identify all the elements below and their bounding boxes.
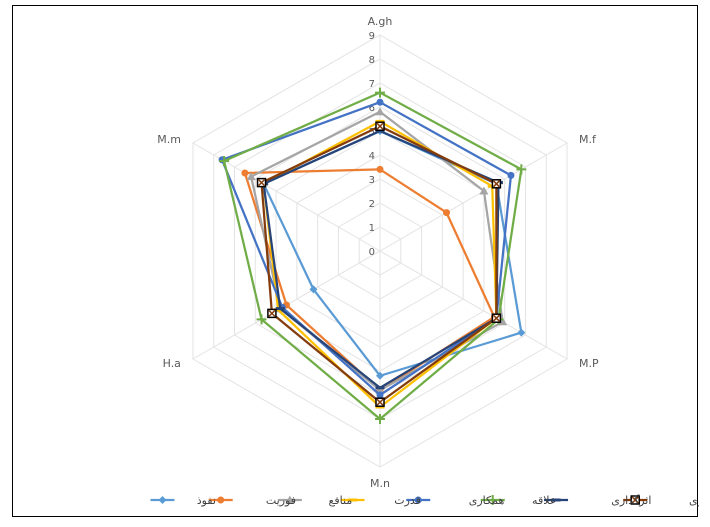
data-point — [375, 386, 385, 390]
data-point — [491, 179, 502, 189]
data-point — [256, 314, 267, 325]
legend-item: منافع — [277, 494, 353, 507]
tick-label: 4 — [369, 151, 375, 162]
axis-label-a-gh: A.gh — [368, 15, 393, 28]
data-point — [375, 87, 385, 98]
data-point — [376, 371, 384, 380]
data-point — [275, 307, 285, 311]
marker-cross — [492, 180, 500, 188]
legend-marker — [414, 496, 422, 504]
marker-cross — [376, 122, 384, 130]
data-point — [375, 119, 385, 123]
legend-item: فوریت — [208, 494, 296, 507]
data-point — [375, 121, 385, 131]
data-point — [375, 129, 385, 133]
radial-tick-labels: 0 1 2 3 4 5 6 7 8 9 — [369, 31, 375, 258]
data-point — [375, 414, 385, 424]
legend-item: اثرپذیری — [623, 494, 699, 507]
marker-cross — [257, 179, 266, 187]
data-point — [241, 169, 249, 177]
legend-item: همکاری — [406, 494, 504, 507]
legend-item: نفوذ — [150, 494, 216, 507]
legend-label: علاقه — [532, 494, 556, 507]
tick-label: 9 — [369, 31, 375, 42]
marker-cross — [268, 309, 276, 317]
tick-label: 6 — [369, 103, 375, 114]
data-point — [376, 165, 384, 173]
data-point — [375, 405, 385, 409]
legend-label: اثرپذیری — [689, 494, 699, 507]
legend-marker — [487, 495, 498, 505]
data-point — [256, 177, 267, 188]
series-layer — [218, 87, 527, 424]
data-point — [219, 156, 230, 166]
data-point — [375, 107, 385, 116]
data-point — [498, 317, 508, 326]
data-point — [267, 308, 277, 319]
legend-marker — [217, 496, 225, 504]
legend-label: منافع — [329, 494, 353, 507]
axis-label-m-n: M.n — [370, 477, 390, 490]
legend-item: قدرت — [340, 494, 421, 507]
grid-spoke-2 — [379, 250, 568, 360]
tick-label: 5 — [369, 127, 375, 138]
data-point — [376, 98, 384, 106]
tick-label: 8 — [369, 55, 375, 66]
legend-marker — [285, 495, 295, 504]
data-point — [376, 391, 384, 399]
legend-label: نفوذ — [197, 494, 216, 507]
legend-label: قدرت — [394, 494, 421, 507]
marker-cross — [376, 398, 384, 406]
axis-labels: A.gh M.f M.P M.n H.a M.m — [157, 15, 599, 490]
tick-label: 2 — [369, 199, 375, 210]
data-point — [517, 328, 526, 337]
legend-label: فوریت — [266, 494, 296, 507]
tick-label: 1 — [369, 223, 375, 234]
tick-label: 7 — [369, 79, 375, 90]
data-point — [246, 172, 256, 181]
axis-label-m-p: M.P — [579, 357, 599, 370]
data-point — [443, 209, 451, 217]
legend-label: اثرگذاری — [611, 494, 651, 507]
data-point — [309, 285, 318, 294]
tick-label: 0 — [369, 247, 375, 258]
legend-item: علاقه — [480, 494, 556, 507]
legend-label: همکاری — [469, 494, 505, 507]
data-point — [375, 397, 385, 407]
legend: اثرپذیری اثرگذاری علاقه همکاری قدرت منافع فوری… — [150, 494, 699, 507]
data-point — [516, 164, 527, 175]
tick-label: 3 — [369, 175, 375, 186]
axis-label-m-m: M.m — [157, 133, 181, 146]
series-8 — [256, 121, 502, 407]
data-point — [507, 171, 515, 179]
marker-cross — [492, 314, 500, 322]
legend-item: اثرگذاری — [544, 494, 651, 507]
data-point — [479, 186, 489, 195]
marker-cross — [631, 496, 639, 504]
axis-label-m-f: M.f — [579, 133, 597, 146]
grid-spoke-1 — [379, 142, 568, 252]
axis-label-h-a: H.a — [163, 357, 181, 370]
legend-marker — [630, 495, 640, 505]
legend-marker — [158, 496, 167, 504]
series-line — [220, 101, 513, 397]
legend-marker — [348, 498, 358, 502]
data-point — [491, 313, 502, 323]
legend-marker — [551, 498, 561, 502]
